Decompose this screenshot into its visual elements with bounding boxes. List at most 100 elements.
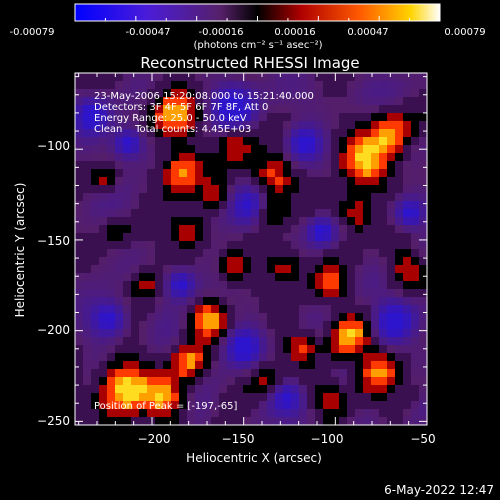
image-pixel xyxy=(155,193,164,202)
image-pixel xyxy=(419,353,428,362)
image-pixel xyxy=(227,137,236,146)
image-pixel xyxy=(331,225,340,234)
image-pixel xyxy=(83,177,92,186)
image-pixel xyxy=(235,345,244,354)
image-pixel xyxy=(83,401,92,410)
image-pixel xyxy=(99,401,108,410)
image-pixel xyxy=(299,137,308,146)
image-pixel xyxy=(75,265,84,274)
image-pixel xyxy=(267,217,276,226)
image-pixel xyxy=(411,121,420,130)
image-pixel xyxy=(203,121,212,130)
image-pixel xyxy=(163,97,172,106)
image-pixel xyxy=(251,193,260,202)
image-pixel xyxy=(363,265,372,274)
image-pixel xyxy=(147,249,156,258)
image-pixel xyxy=(139,209,148,218)
image-pixel xyxy=(179,409,188,418)
image-pixel xyxy=(203,129,212,138)
image-pixel xyxy=(115,321,124,330)
image-pixel xyxy=(75,321,84,330)
image-pixel xyxy=(163,185,172,194)
image-pixel xyxy=(347,297,356,306)
image-pixel xyxy=(339,321,348,330)
image-pixel xyxy=(315,209,324,218)
image-pixel xyxy=(227,121,236,130)
image-pixel xyxy=(291,89,300,98)
image-pixel xyxy=(75,81,84,90)
image-pixel xyxy=(387,201,396,210)
image-pixel xyxy=(187,321,196,330)
image-pixel xyxy=(307,385,316,394)
image-pixel xyxy=(267,177,276,186)
image-pixel xyxy=(155,97,164,106)
image-pixel xyxy=(395,105,404,114)
image-pixel xyxy=(299,249,308,258)
image-pixel xyxy=(123,193,132,202)
image-pixel xyxy=(339,281,348,290)
image-pixel xyxy=(395,329,404,338)
image-pixel xyxy=(179,369,188,378)
colorbar-tick-label: -0.00016 xyxy=(199,27,244,38)
image-pixel xyxy=(315,361,324,370)
image-pixel xyxy=(419,89,428,98)
image-pixel xyxy=(227,361,236,370)
image-pixel xyxy=(219,177,228,186)
image-pixel xyxy=(107,281,116,290)
image-pixel xyxy=(75,393,84,402)
image-pixel xyxy=(339,265,348,274)
image-pixel xyxy=(379,113,388,122)
image-pixel xyxy=(131,297,140,306)
image-pixel xyxy=(91,329,100,338)
image-pixel xyxy=(75,385,84,394)
image-pixel xyxy=(107,233,116,242)
image-pixel xyxy=(123,257,132,266)
image-pixel xyxy=(315,73,324,82)
image-pixel xyxy=(243,305,252,314)
image-pixel xyxy=(219,129,228,138)
image-pixel xyxy=(363,225,372,234)
image-pixel xyxy=(235,233,244,242)
image-pixel xyxy=(227,209,236,218)
image-pixel xyxy=(419,321,428,330)
image-pixel xyxy=(315,345,324,354)
image-pixel xyxy=(419,393,428,402)
image-pixel xyxy=(275,289,284,298)
image-pixel xyxy=(307,89,316,98)
image-pixel xyxy=(339,377,348,386)
image-pixel xyxy=(419,113,428,122)
image-pixel xyxy=(251,369,260,378)
image-pixel xyxy=(331,249,340,258)
image-pixel xyxy=(411,193,420,202)
image-pixel xyxy=(75,129,84,138)
image-pixel xyxy=(387,393,396,402)
image-pixel xyxy=(195,377,204,386)
image-pixel xyxy=(291,321,300,330)
image-pixel xyxy=(115,265,124,274)
image-pixel xyxy=(139,305,148,314)
image-pixel xyxy=(411,257,420,266)
image-pixel xyxy=(243,177,252,186)
image-pixel xyxy=(163,249,172,258)
image-pixel xyxy=(363,161,372,170)
image-pixel xyxy=(315,321,324,330)
image-pixel xyxy=(323,129,332,138)
image-pixel xyxy=(283,81,292,90)
image-pixel xyxy=(99,385,108,394)
image-pixel xyxy=(307,105,316,114)
image-pixel xyxy=(315,257,324,266)
image-pixel xyxy=(403,121,412,130)
image-pixel xyxy=(179,129,188,138)
image-pixel xyxy=(315,233,324,242)
image-pixel xyxy=(403,193,412,202)
image-pixel xyxy=(187,105,196,114)
image-pixel xyxy=(411,97,420,106)
image-pixel xyxy=(187,97,196,106)
image-pixel xyxy=(123,209,132,218)
image-pixel xyxy=(115,89,124,98)
image-pixel xyxy=(155,377,164,386)
image-pixel xyxy=(139,249,148,258)
image-pixel xyxy=(123,105,132,114)
image-pixel xyxy=(115,369,124,378)
image-pixel xyxy=(139,185,148,194)
